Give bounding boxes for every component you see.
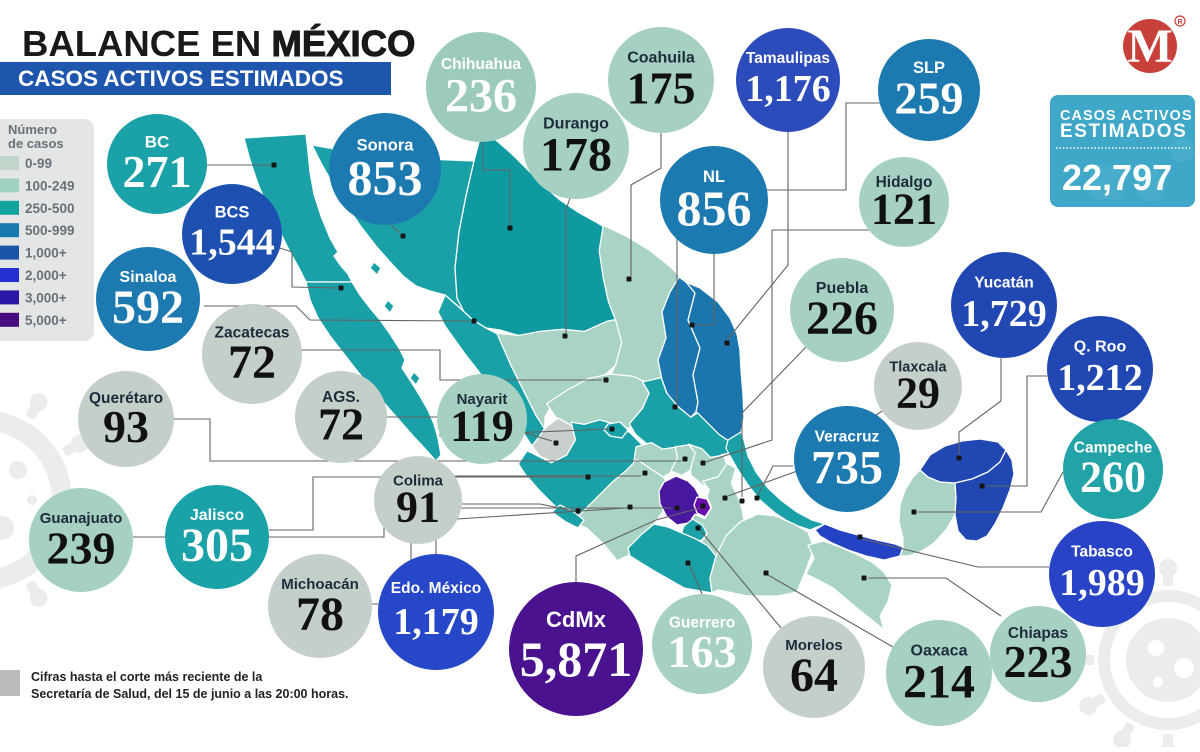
svg-text:119: 119 (450, 402, 514, 451)
svg-text:Morelos: Morelos (785, 637, 843, 654)
svg-text:NL: NL (703, 168, 725, 186)
svg-text:Durango: Durango (543, 116, 609, 133)
svg-text:214: 214 (903, 655, 975, 708)
svg-text:Cifras hasta el corte más reci: Cifras hasta el corte más reciente de la (31, 670, 263, 684)
svg-text:Tamaulipas: Tamaulipas (746, 50, 830, 67)
svg-text:100-249: 100-249 (25, 178, 75, 193)
svg-text:Jalisco: Jalisco (190, 507, 244, 524)
svg-text:Colima: Colima (393, 473, 444, 490)
svg-text:Campeche: Campeche (1074, 440, 1153, 457)
svg-text:1,989: 1,989 (1059, 562, 1145, 604)
svg-text:250-500: 250-500 (25, 201, 75, 216)
svg-text:Sinaloa: Sinaloa (120, 269, 177, 286)
svg-text:175: 175 (627, 63, 696, 114)
svg-text:Michoacán: Michoacán (281, 576, 359, 593)
svg-text:R: R (1177, 19, 1182, 26)
svg-text:Chiapas: Chiapas (1008, 625, 1068, 642)
svg-text:ESTIMADOS: ESTIMADOS (1060, 121, 1187, 142)
svg-text:Guanajuato: Guanajuato (40, 510, 123, 527)
svg-text:853: 853 (348, 150, 423, 206)
svg-text:de casos: de casos (8, 136, 64, 151)
svg-text:22,797: 22,797 (1062, 157, 1172, 198)
svg-text:1,212: 1,212 (1057, 357, 1143, 399)
svg-text:Yucatán: Yucatán (974, 275, 1033, 292)
svg-text:592: 592 (112, 281, 184, 334)
svg-text:72: 72 (318, 399, 364, 450)
svg-text:Sonora: Sonora (357, 137, 415, 155)
svg-text:0-99: 0-99 (25, 156, 52, 171)
svg-text:5,000+: 5,000+ (25, 313, 67, 328)
svg-text:2,000+: 2,000+ (25, 268, 67, 283)
svg-text:M: M (1127, 20, 1172, 73)
svg-text:Secretaría de Salud, del 15 de: Secretaría de Salud, del 15 de junio a l… (31, 687, 349, 701)
svg-text:64: 64 (790, 649, 838, 702)
svg-text:BALANCE EN MÉXICO: BALANCE EN MÉXICO (22, 23, 415, 64)
svg-text:500-999: 500-999 (25, 223, 75, 238)
svg-text:BC: BC (145, 133, 170, 152)
svg-text:SLP: SLP (913, 59, 945, 77)
svg-text:72: 72 (228, 336, 276, 389)
svg-text:260: 260 (1080, 453, 1146, 502)
svg-text:Chihuahua: Chihuahua (441, 56, 521, 73)
svg-text:856: 856 (677, 180, 752, 236)
svg-text:305: 305 (181, 519, 253, 572)
svg-text:78: 78 (296, 588, 344, 641)
svg-text:Tlaxcala: Tlaxcala (889, 360, 947, 376)
svg-text:Edo. México: Edo. México (391, 580, 481, 597)
svg-text:CdMx: CdMx (546, 607, 607, 632)
svg-text:29: 29 (896, 369, 940, 418)
svg-text:CASOS ACTIVOS: CASOS ACTIVOS (1060, 108, 1193, 124)
svg-text:Coahuila: Coahuila (627, 50, 695, 67)
svg-text:223: 223 (1004, 636, 1073, 687)
svg-text:239: 239 (47, 523, 116, 574)
svg-text:AGS.: AGS. (322, 389, 360, 406)
svg-text:1,544: 1,544 (189, 222, 275, 264)
svg-text:121: 121 (871, 185, 937, 234)
svg-text:Zacatecas: Zacatecas (215, 325, 290, 342)
svg-text:BCS: BCS (215, 204, 250, 222)
svg-text:178: 178 (540, 128, 612, 181)
svg-text:1,000+: 1,000+ (25, 246, 67, 261)
svg-text:1,179: 1,179 (393, 601, 479, 643)
svg-text:236: 236 (445, 70, 517, 123)
svg-text:91: 91 (396, 483, 440, 532)
svg-text:163: 163 (668, 626, 737, 677)
svg-text:Guerrero: Guerrero (669, 615, 735, 632)
svg-text:259: 259 (895, 72, 964, 123)
svg-text:Hidalgo: Hidalgo (876, 174, 933, 191)
svg-text:Nayarit: Nayarit (457, 391, 508, 408)
svg-text:5,871: 5,871 (520, 631, 633, 687)
svg-text:CASOS ACTIVOS ESTIMADOS: CASOS ACTIVOS ESTIMADOS (18, 66, 343, 91)
svg-text:Oaxaca: Oaxaca (911, 643, 968, 660)
svg-text:Querétaro: Querétaro (89, 390, 163, 407)
svg-text:1,176: 1,176 (745, 68, 831, 110)
svg-text:1,729: 1,729 (961, 293, 1047, 335)
svg-text:Puebla: Puebla (816, 280, 869, 297)
svg-text:226: 226 (806, 292, 878, 345)
svg-text:735: 735 (811, 441, 883, 494)
svg-text:271: 271 (123, 146, 192, 197)
svg-text:Tabasco: Tabasco (1071, 544, 1133, 561)
svg-text:93: 93 (103, 401, 149, 452)
svg-text:Veracruz: Veracruz (815, 429, 880, 446)
svg-text:Q. Roo: Q. Roo (1074, 339, 1127, 356)
svg-text:Número: Número (8, 122, 57, 137)
svg-text:3,000+: 3,000+ (25, 290, 67, 305)
